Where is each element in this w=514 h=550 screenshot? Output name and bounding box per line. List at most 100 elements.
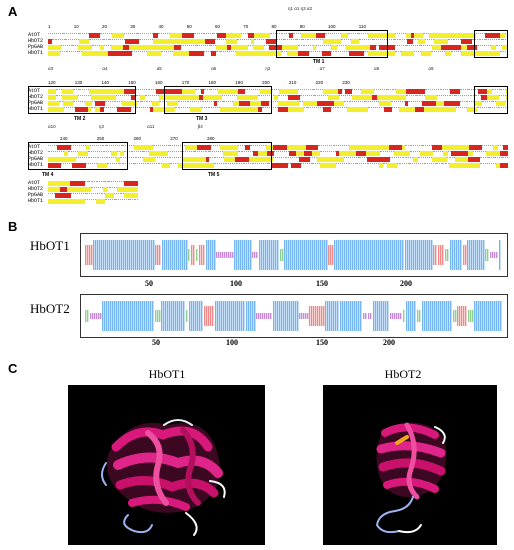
alignment-residue-block <box>421 51 431 56</box>
structure-residue-bar <box>294 240 296 270</box>
alignment-residue-block <box>86 145 90 150</box>
alignment-residue-block <box>120 157 136 162</box>
alignment-residue-block <box>250 145 266 150</box>
structure-residue-bar <box>112 301 114 331</box>
alignment-residue-block <box>121 193 124 198</box>
alignment-residue-block <box>127 181 138 186</box>
alignment-residue-block <box>140 95 145 100</box>
alignment-residue-block <box>389 145 402 150</box>
secondary-structure-track <box>85 240 501 270</box>
structure-residue-bar <box>498 301 500 331</box>
alignment-residue-block <box>304 107 307 112</box>
structure-residue-bar <box>394 240 396 270</box>
alignment-residue-block <box>98 51 108 56</box>
structure-residue-bar <box>380 240 382 270</box>
structure-residue-bar <box>330 245 332 265</box>
alignment-residue-block <box>441 45 456 50</box>
structure-residue-bar <box>229 301 231 331</box>
alignment-residue-block <box>406 45 420 50</box>
alignment-residue-block <box>92 181 97 186</box>
alignment-residue-block <box>467 45 477 50</box>
structure-residue-bar <box>285 301 287 331</box>
alignment-residue-block <box>48 157 64 162</box>
structure-residue-bar <box>314 240 316 270</box>
structure-residue-bar <box>114 301 116 331</box>
structure-residue-bar <box>434 301 436 331</box>
structure-residue-bar <box>108 301 110 331</box>
structure-residue-bar <box>161 301 163 331</box>
residue-ruler: 1 10 20 30 40 50 60 70 80 90 100 110 <box>48 24 366 29</box>
structure-residue-bar <box>288 240 290 270</box>
alignment-residue-block <box>244 163 253 168</box>
alignment-residue-block <box>56 89 62 94</box>
alignment-residue-block <box>137 193 138 198</box>
sequence-name-atot: AtOT <box>28 88 41 94</box>
structure-residue-bar <box>208 306 210 326</box>
alignment-residue-block <box>210 95 213 100</box>
alignment-residue-block <box>461 51 474 56</box>
alignment-residue-block <box>108 89 124 94</box>
structure-residue-bar <box>428 301 430 331</box>
structure-residue-bar <box>433 245 435 265</box>
alignment-residue-block <box>241 33 248 38</box>
alignment-residue-block <box>337 45 346 50</box>
alignment-residue-block <box>169 145 185 150</box>
alignment-residue-block <box>431 51 445 56</box>
tm-box <box>28 142 128 170</box>
structure-residue-bar <box>425 240 427 270</box>
alignment-residue-block <box>312 163 320 168</box>
alignment-residue-block <box>225 145 238 150</box>
structure-residue-bar <box>186 240 188 270</box>
alignment-residue-block <box>282 45 295 50</box>
structure-residue-bar <box>372 240 374 270</box>
alignment-residue-block <box>410 151 420 156</box>
structure-residue-bar <box>89 245 91 265</box>
structure-residue-bar <box>113 240 115 270</box>
alignment-residue-block <box>110 187 117 192</box>
structure-residue-bar <box>344 240 346 270</box>
structure-residue-bar <box>291 301 293 331</box>
structure-residue-bar <box>256 252 258 258</box>
alignment-residue-block <box>286 157 299 162</box>
alignment-residue-block <box>251 39 254 44</box>
alignment-residue-block <box>234 89 238 94</box>
alignment-residue-block <box>104 45 111 50</box>
sequence-row <box>48 89 508 94</box>
structure-residue-bar <box>482 301 484 331</box>
alignment-residue-block <box>233 101 239 106</box>
structure-residue-bar <box>496 252 498 258</box>
structure-residue-bar <box>183 301 185 331</box>
alignment-residue-block <box>78 51 82 56</box>
alignment-residue-block <box>116 95 131 100</box>
structure-residue-bar <box>446 301 448 331</box>
alignment-residue-block <box>103 187 107 192</box>
structure-residue-bar <box>178 240 180 270</box>
alignment-residue-block <box>100 107 104 112</box>
alignment-residue-block <box>201 89 204 94</box>
structure-residue-bar <box>279 301 281 331</box>
tm-box <box>276 30 388 58</box>
alignment-residue-block <box>67 101 73 106</box>
structure-residue-bar <box>134 301 136 331</box>
sequence-row <box>48 157 508 162</box>
alignment-residue-block <box>352 95 357 100</box>
alignment-residue-block <box>159 151 162 156</box>
alignment-residue-block <box>485 39 499 44</box>
alignment-residue-block <box>104 107 117 112</box>
alignment-residue-block <box>254 39 266 44</box>
structure-residue-bar <box>358 301 360 331</box>
sequence-name-ppgab: PpGAB <box>28 156 44 162</box>
alignment-residue-block <box>460 163 468 168</box>
alignment-residue-block <box>499 39 502 44</box>
alignment-residue-block <box>316 151 320 156</box>
alignment-residue-block <box>200 163 214 168</box>
structure-residue-bar <box>175 301 177 331</box>
alignment-residue-block <box>194 151 206 156</box>
structure-residue-bar <box>363 313 365 319</box>
alignment-residue-block <box>446 163 449 168</box>
alignment-residue-block <box>308 39 323 44</box>
structure-residue-bar <box>479 240 481 270</box>
structure-residue-bar <box>342 240 344 270</box>
structure-residue-bar <box>273 240 275 270</box>
structure-residue-bar <box>383 301 385 331</box>
